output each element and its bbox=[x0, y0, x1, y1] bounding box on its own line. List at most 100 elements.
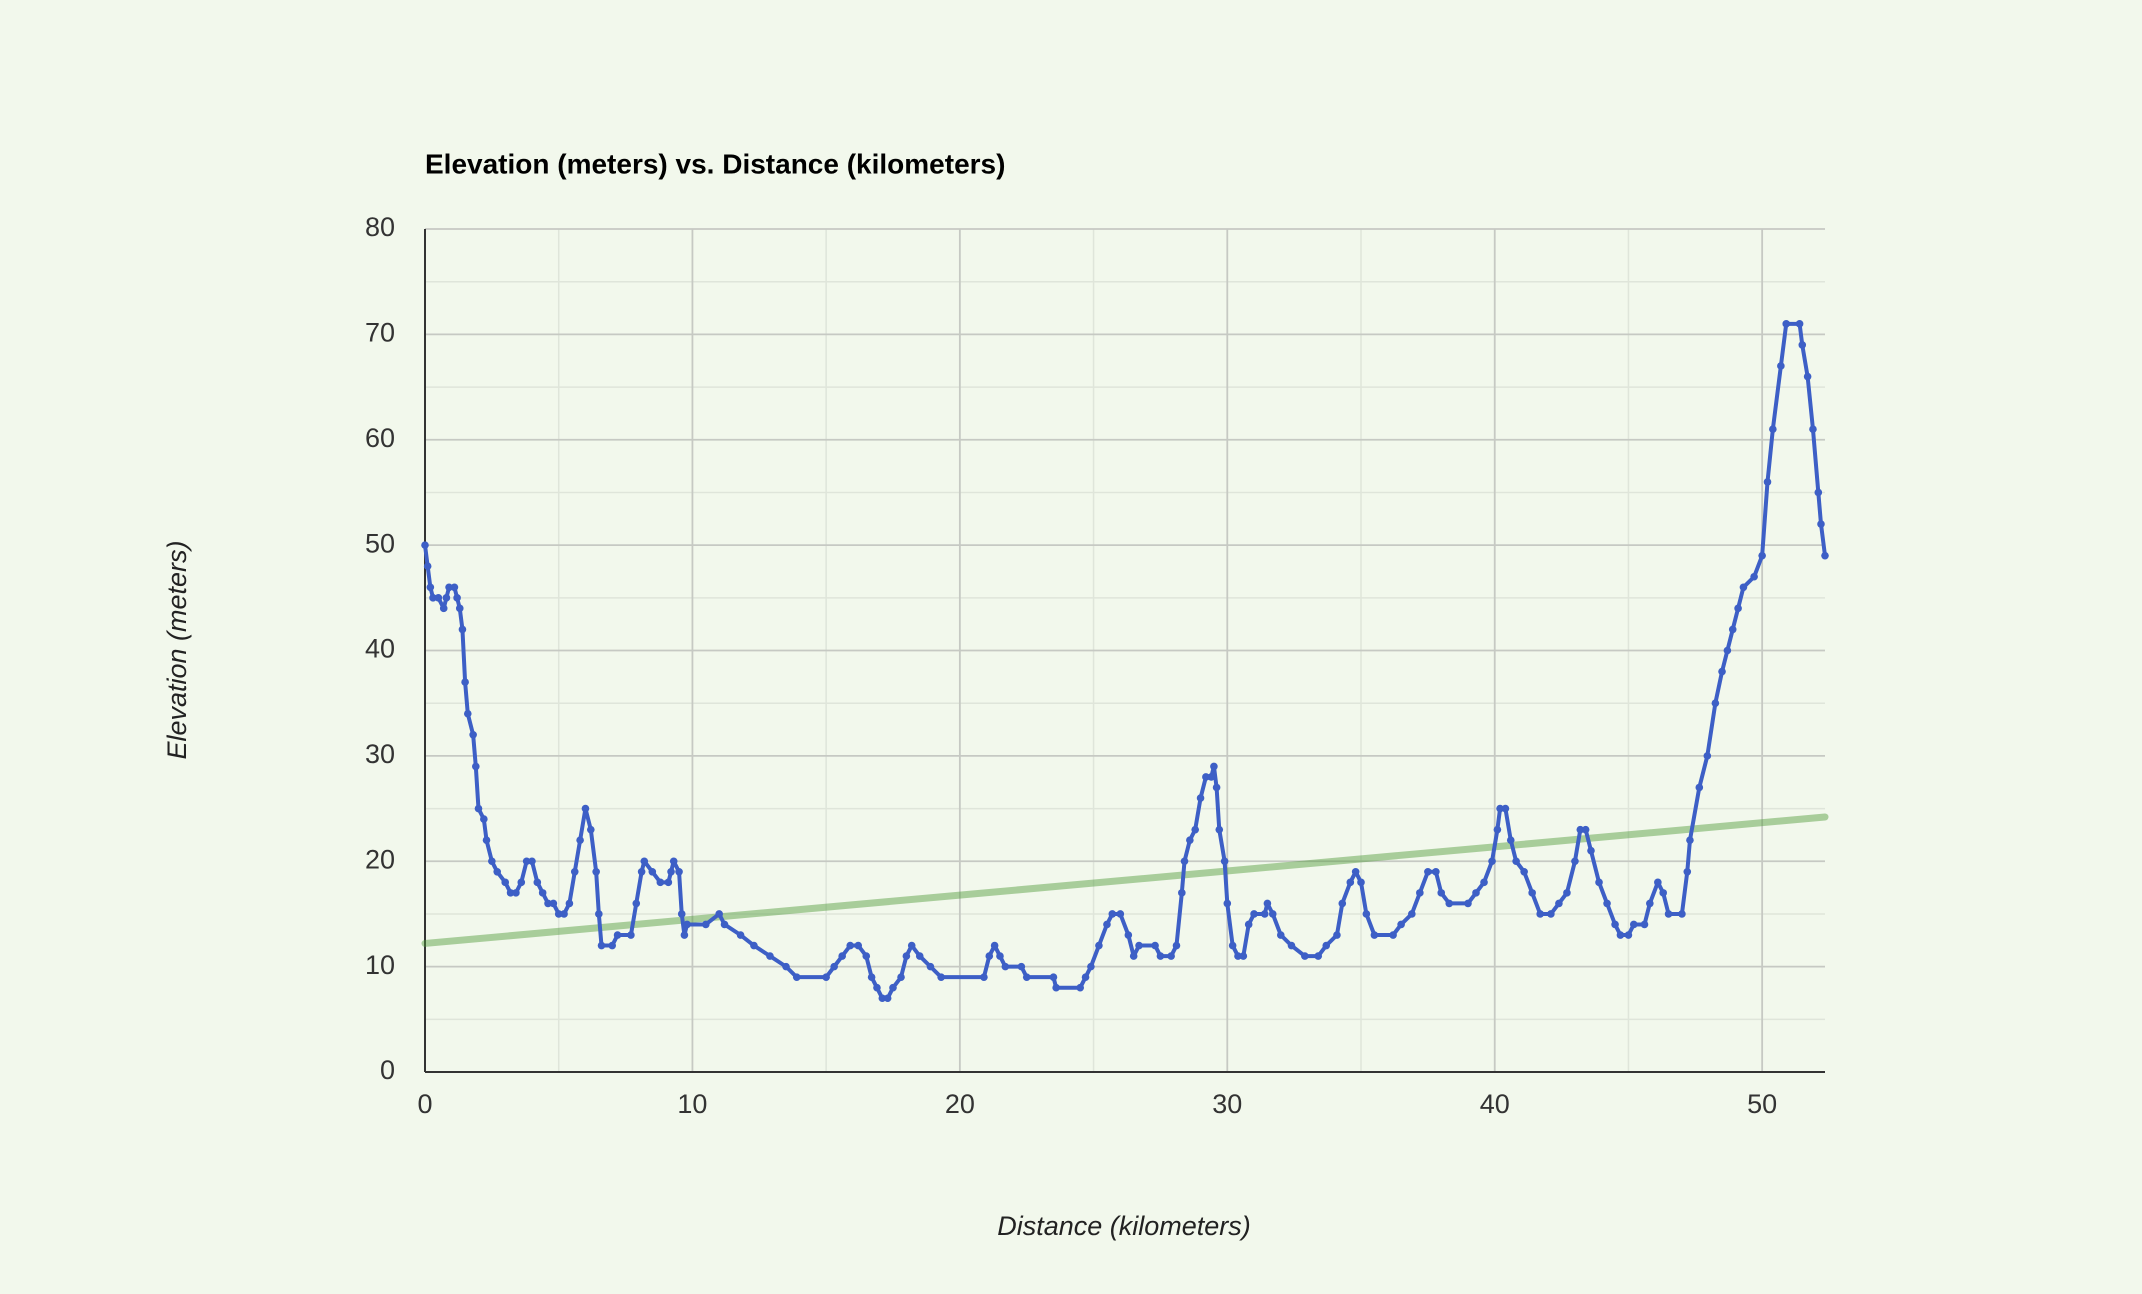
data-point bbox=[1333, 931, 1341, 939]
data-point bbox=[627, 931, 635, 939]
x-tick-label: 50 bbox=[1747, 1089, 1777, 1119]
data-point bbox=[1629, 920, 1638, 929]
data-point bbox=[1095, 941, 1103, 950]
data-point bbox=[1571, 857, 1579, 866]
data-point bbox=[1370, 931, 1379, 939]
data-point bbox=[587, 825, 595, 834]
data-point bbox=[1424, 867, 1432, 876]
data-point bbox=[883, 994, 892, 1003]
x-tick-label: 30 bbox=[1212, 1089, 1242, 1119]
data-point bbox=[926, 962, 935, 971]
data-point bbox=[1611, 920, 1619, 929]
data-point bbox=[565, 899, 574, 908]
data-point bbox=[1445, 899, 1454, 908]
data-point bbox=[1581, 825, 1590, 834]
data-point bbox=[1506, 836, 1515, 844]
data-point bbox=[482, 836, 491, 844]
data-point bbox=[838, 952, 846, 960]
data-point bbox=[980, 973, 988, 981]
data-point bbox=[450, 583, 459, 592]
data-point bbox=[453, 594, 461, 602]
data-point bbox=[1186, 836, 1194, 844]
y-tick-label: 50 bbox=[365, 528, 395, 558]
data-point bbox=[846, 941, 855, 950]
data-point bbox=[1076, 983, 1085, 992]
data-point bbox=[675, 867, 683, 876]
data-point bbox=[782, 962, 790, 971]
data-point bbox=[595, 910, 603, 918]
data-point bbox=[1664, 910, 1673, 918]
data-point bbox=[1683, 867, 1692, 876]
data-point bbox=[429, 594, 437, 602]
data-point bbox=[1563, 889, 1571, 897]
data-point bbox=[1464, 899, 1472, 908]
data-point bbox=[576, 836, 584, 844]
data-point bbox=[1223, 899, 1232, 908]
data-point bbox=[488, 857, 496, 866]
data-point bbox=[1167, 952, 1175, 960]
data-point bbox=[1711, 699, 1720, 707]
x-tick-label: 40 bbox=[1480, 1089, 1510, 1119]
data-point bbox=[1512, 857, 1520, 866]
data-point bbox=[1301, 952, 1309, 960]
data-point bbox=[570, 867, 579, 876]
data-point bbox=[1408, 910, 1416, 918]
data-point bbox=[1496, 804, 1504, 813]
data-point bbox=[445, 583, 453, 592]
data-point bbox=[1196, 794, 1205, 802]
data-point bbox=[1817, 520, 1825, 528]
data-point bbox=[480, 815, 488, 823]
data-point bbox=[472, 762, 480, 771]
data-point bbox=[1108, 910, 1117, 918]
data-point bbox=[1616, 931, 1625, 939]
data-point bbox=[640, 857, 649, 866]
data-point bbox=[1220, 857, 1229, 866]
data-point bbox=[1795, 320, 1804, 328]
data-point bbox=[715, 910, 723, 918]
data-point bbox=[1480, 878, 1488, 887]
data-point bbox=[1287, 941, 1296, 950]
data-point bbox=[1763, 478, 1772, 486]
data-point bbox=[1646, 899, 1654, 908]
data-point bbox=[1322, 941, 1331, 950]
data-point bbox=[1654, 878, 1662, 887]
data-point bbox=[1695, 783, 1704, 792]
data-point bbox=[1624, 931, 1633, 939]
data-point bbox=[897, 973, 905, 981]
data-point bbox=[1234, 952, 1242, 960]
data-point bbox=[1276, 931, 1285, 939]
data-point bbox=[990, 941, 999, 950]
data-point bbox=[656, 878, 665, 887]
data-point bbox=[1576, 825, 1585, 834]
data-point bbox=[1703, 752, 1712, 760]
data-point bbox=[1718, 667, 1726, 676]
data-point bbox=[1124, 931, 1133, 939]
data-point bbox=[1488, 857, 1496, 866]
data-point bbox=[1263, 899, 1272, 908]
data-point bbox=[1338, 899, 1347, 908]
x-tick-label: 0 bbox=[417, 1089, 432, 1119]
data-point bbox=[637, 867, 646, 876]
data-point bbox=[1191, 825, 1200, 834]
data-point bbox=[506, 889, 515, 897]
data-point bbox=[554, 910, 563, 918]
data-point bbox=[907, 941, 916, 950]
data-point bbox=[1678, 910, 1686, 918]
data-point bbox=[421, 541, 429, 549]
data-point bbox=[873, 983, 881, 992]
data-point bbox=[538, 889, 547, 897]
data-point bbox=[1814, 488, 1823, 497]
data-point bbox=[915, 952, 924, 960]
y-tick-label: 40 bbox=[365, 634, 395, 664]
y-tick-label: 60 bbox=[365, 423, 395, 453]
data-point bbox=[1103, 920, 1111, 929]
data-point bbox=[608, 941, 617, 950]
data-point bbox=[1803, 372, 1812, 381]
data-point bbox=[1686, 836, 1694, 844]
data-point bbox=[517, 878, 526, 887]
data-point bbox=[522, 857, 531, 866]
data-point bbox=[1346, 878, 1355, 887]
data-point bbox=[1362, 910, 1371, 918]
data-point bbox=[878, 994, 887, 1003]
